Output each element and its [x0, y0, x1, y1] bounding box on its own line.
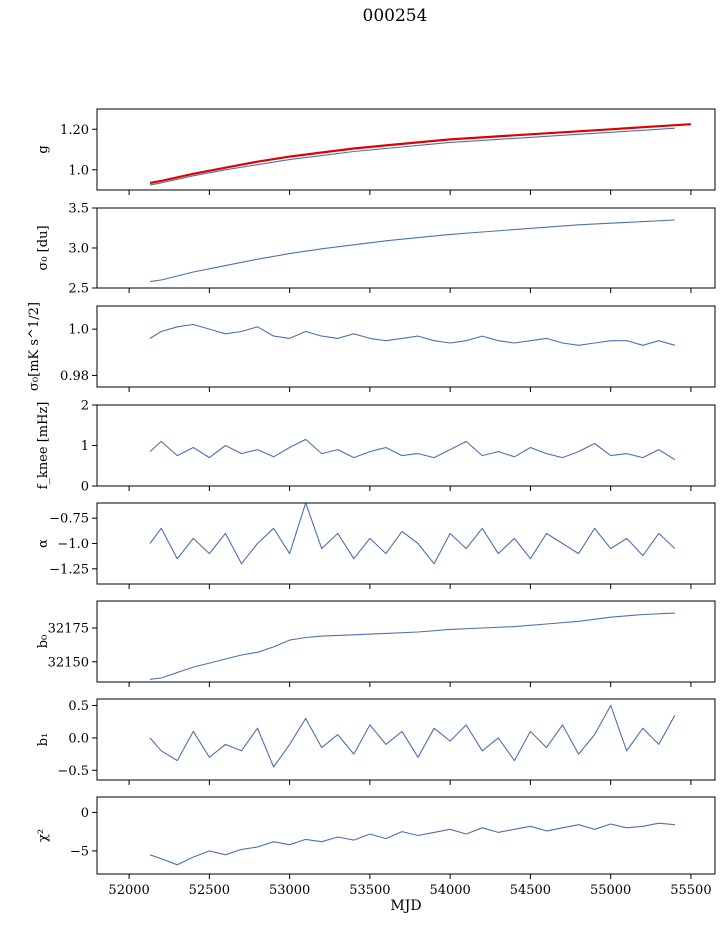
figure-title: 000254 [362, 6, 428, 26]
subplot-3: 0.98 1.0 σ₀[mK s^1/2] [27, 302, 716, 392]
y-tick-label: −0.75 [49, 512, 89, 527]
series-line-5-1 [149, 502, 676, 565]
y-axis-label: b₀ [36, 635, 51, 649]
y-tick-label: 1.0 [68, 323, 89, 338]
y-axis-label: α [36, 539, 51, 548]
y-tick-label: 3.5 [68, 202, 89, 217]
y-axis-label: b₁ [36, 733, 51, 747]
series-line-2-1 [149, 219, 675, 283]
series-line-8-1 [149, 822, 675, 866]
y-tick-label: 0 [81, 806, 89, 821]
axes-frame [96, 404, 716, 487]
y-axis-label: σ₀ [du] [36, 225, 51, 270]
y-tick-label: 0 [81, 480, 89, 495]
y-axis-label: f_knee [mHz] [36, 402, 51, 490]
y-axis-label: χ² [36, 829, 51, 842]
series-line-1-1 [149, 127, 675, 186]
y-tick-label: −0.5 [57, 764, 89, 779]
subplot-5: −0.75 −1.0 −1.25 α [36, 502, 716, 589]
y-axis-label: g [36, 145, 51, 153]
subplot-8: 0 −5 52000 52500 53000 53500 54000 54500 55000 55… [36, 796, 716, 914]
x-tick-label: 55500 [670, 883, 711, 898]
series-line-3-1 [149, 323, 676, 346]
series-line-7-1 [149, 704, 676, 768]
y-tick-label: 2 [81, 399, 89, 414]
y-tick-label: 0.0 [68, 731, 89, 746]
subplot-7: 0.5 0.0 −0.5 b₁ [36, 698, 716, 785]
y-tick-label: 0.98 [60, 369, 89, 384]
y-tick-label: 2.5 [68, 282, 89, 297]
y-tick-label: 32150 [48, 655, 89, 670]
axes-frame [96, 600, 716, 683]
x-tick-label: 52000 [108, 883, 149, 898]
subplot-1: 1.0 1.20 g [36, 108, 716, 195]
y-tick-label: 0.5 [68, 699, 89, 714]
y-tick-label: 1.0 [68, 163, 89, 178]
y-tick-label: −5 [70, 844, 89, 859]
y-tick-label: −1.0 [57, 537, 89, 552]
y-tick-label: 1.20 [60, 123, 89, 138]
x-tick-label: 52500 [189, 883, 230, 898]
y-axis-label: σ₀[mK s^1/2] [27, 302, 42, 391]
subplot-4: 0 1 2 f_knee [mHz] [36, 399, 716, 495]
series-line-4-1 [149, 438, 676, 461]
axes-frame [96, 796, 716, 875]
x-axis-label: MJD [390, 898, 421, 914]
y-tick-label: 32175 [48, 622, 89, 637]
subplot-2: 2.5 3.0 3.5 σ₀ [du] [36, 202, 716, 297]
axes-frame [96, 698, 716, 781]
series-line-6-1 [149, 612, 675, 680]
x-tick-label: 54500 [510, 883, 551, 898]
series-line-1-2 [149, 123, 691, 184]
axes-frame [96, 207, 716, 289]
y-tick-label: −1.25 [49, 562, 89, 577]
x-tick-label: 55000 [590, 883, 631, 898]
x-tick-label: 54000 [429, 883, 470, 898]
axes-frame [96, 305, 716, 388]
y-tick-label: 3.0 [68, 242, 89, 257]
x-tick-label: 53500 [349, 883, 390, 898]
x-tick-label: 53000 [269, 883, 310, 898]
axes-frame [96, 108, 716, 191]
y-tick-label: 1 [81, 439, 89, 454]
